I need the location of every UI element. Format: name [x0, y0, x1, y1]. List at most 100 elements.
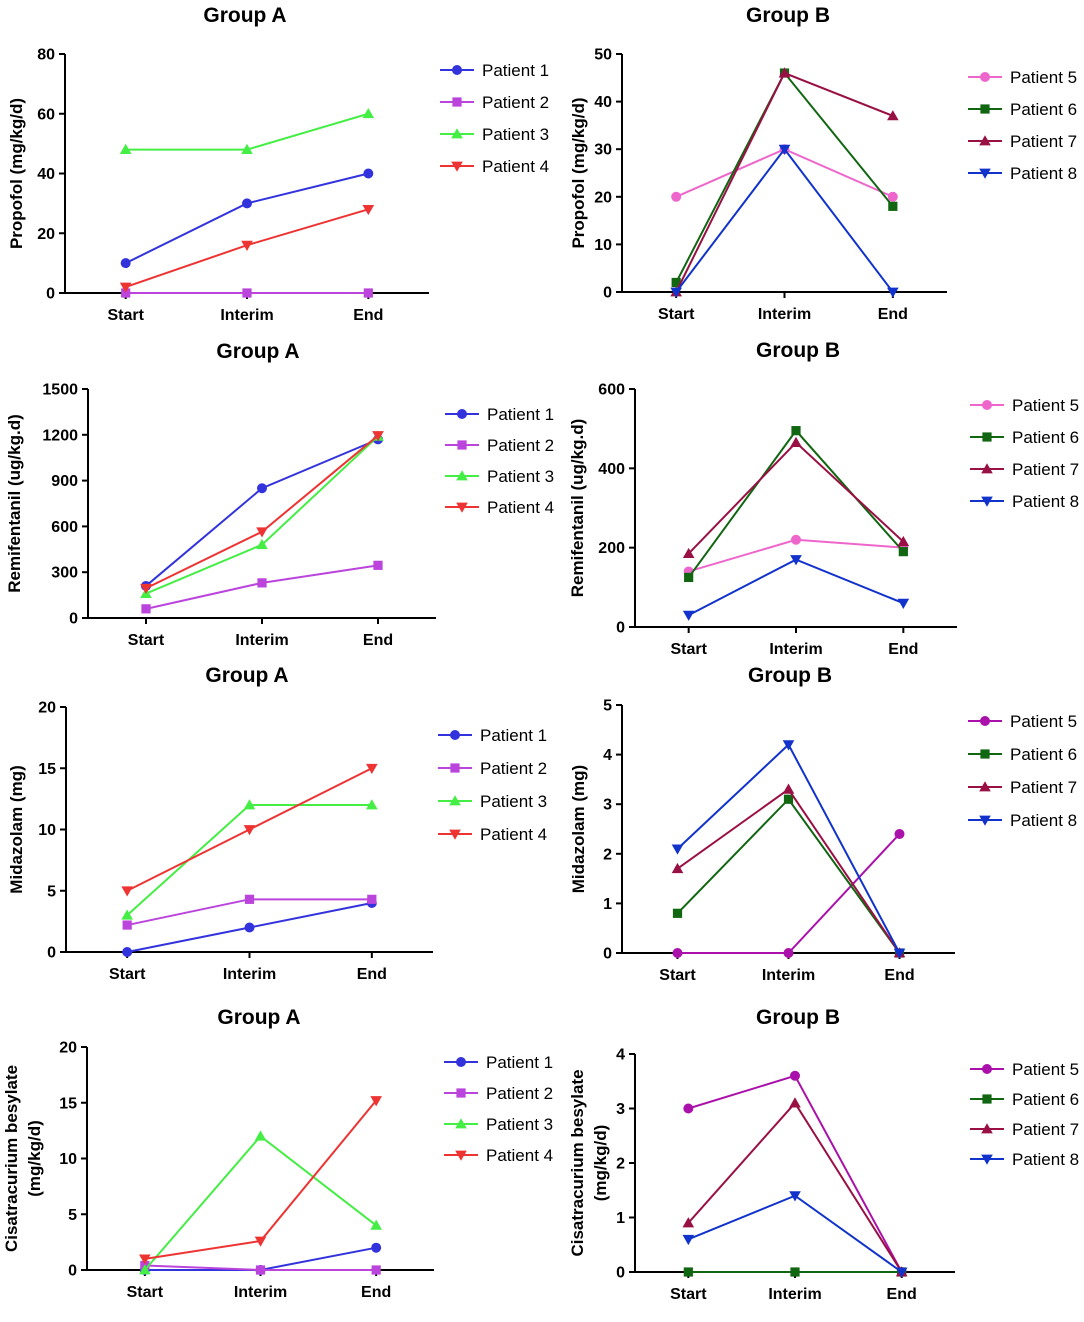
x-tick-label: Interim [762, 967, 815, 984]
data-point-patient-8 [671, 844, 684, 855]
data-point-patient-1 [371, 1242, 382, 1253]
x-tick-label: Start [128, 632, 165, 649]
data-point-patient-5 [671, 191, 682, 202]
legend-marker-patient-4 [455, 1150, 467, 1161]
series-line-patient-5 [677, 833, 901, 954]
legend-marker-patient-5 [980, 72, 990, 82]
y-tick-label: 1 [616, 1210, 625, 1227]
y-tick-label: 50 [594, 47, 612, 64]
y-tick-label: 0 [68, 1263, 77, 1280]
legend-marker-patient-3 [455, 1118, 467, 1129]
legend-label-patient-8: Patient 8 [1010, 811, 1077, 830]
data-point-patient-2 [244, 894, 255, 904]
data-point-patient-7 [789, 1097, 801, 1108]
y-tick-label: 20 [38, 700, 56, 717]
chart-title: Group A [205, 664, 288, 687]
legend-marker-patient-6 [982, 432, 992, 442]
y-tick-label: 2 [603, 846, 612, 863]
legend-marker-patient-8 [981, 1154, 993, 1165]
legend-marker-patient-2 [450, 763, 460, 773]
y-tick-label: 15 [38, 761, 56, 778]
y-tick-label: 20 [594, 189, 612, 206]
data-point-patient-6 [672, 908, 683, 918]
y-tick-label: 600 [51, 519, 78, 536]
data-point-patient-4 [370, 1096, 382, 1107]
data-point-patient-4 [140, 583, 152, 595]
legend-marker-patient-2 [452, 97, 462, 107]
x-tick-label: Interim [768, 1286, 821, 1303]
data-point-patient-5 [887, 191, 898, 202]
legend-label-patient-5: Patient 5 [1010, 68, 1077, 87]
data-point-patient-6 [783, 794, 794, 804]
x-tick-label: Start [670, 641, 707, 658]
data-point-patient-2 [371, 1265, 381, 1275]
data-point-patient-1 [242, 198, 252, 209]
data-point-patient-2 [122, 920, 132, 930]
data-point-patient-4 [119, 282, 132, 293]
data-point-patient-3 [366, 799, 378, 810]
x-tick-label: Interim [769, 641, 822, 658]
chart-title: Group B [748, 664, 832, 687]
x-tick-label: End [361, 1284, 391, 1301]
chart-panel-6: Group B 0 1 2 3 4 5 Start Interim End Midazolam (m… [569, 664, 1077, 984]
series-line-patient-4 [144, 1099, 377, 1260]
legend-marker-patient-4 [451, 161, 463, 172]
y-tick-label: 0 [603, 946, 612, 963]
data-point-patient-8 [682, 610, 695, 621]
data-point-patient-8 [893, 948, 906, 959]
legend-label-patient-2: Patient 2 [480, 759, 547, 778]
y-tick-label: 0 [616, 620, 625, 637]
data-point-patient-2 [363, 288, 373, 298]
data-point-patient-5 [672, 948, 683, 958]
y-tick-label: 30 [594, 142, 612, 159]
y-tick-label: 400 [598, 461, 625, 478]
data-point-patient-6 [684, 572, 694, 583]
y-tick-label: 0 [69, 611, 78, 628]
data-point-patient-2 [255, 1265, 266, 1275]
chart-title: Group B [756, 1006, 840, 1029]
y-axis-label: Remifentanil (ug/kg.d) [5, 414, 24, 593]
data-point-patient-8 [790, 555, 802, 566]
data-point-patient-3 [256, 538, 268, 550]
y-axis-label: Remifentanil (ug/kg.d) [568, 419, 587, 598]
data-point-patient-1 [363, 168, 374, 179]
series-line-patient-4 [145, 434, 379, 590]
chart-title: Group A [217, 1006, 300, 1029]
x-tick-label: End [357, 966, 387, 983]
series-line-patient-5 [675, 148, 894, 198]
x-tick-label: End [363, 632, 393, 649]
x-tick-label: Interim [223, 966, 276, 983]
legend-marker-patient-3 [449, 795, 461, 806]
x-tick-label: End [884, 967, 914, 984]
y-tick-label: 20 [37, 226, 55, 243]
chart-title: Group B [746, 4, 830, 27]
chart-panel-2: Group B 0 10 20 30 40 50 Start Interim End Propofo… [569, 4, 1077, 323]
y-tick-label: 900 [51, 473, 78, 490]
data-point-patient-6 [888, 201, 898, 211]
legend-marker-patient-4 [456, 502, 468, 513]
legend-marker-patient-1 [450, 730, 460, 740]
x-tick-label: Start [659, 967, 696, 984]
data-point-patient-7 [897, 535, 910, 547]
y-axis-label-unit: (mg/kg/d) [591, 1125, 610, 1202]
data-point-patient-7 [790, 436, 802, 447]
data-point-patient-2 [257, 578, 267, 588]
legend-label-patient-2: Patient 2 [487, 436, 554, 455]
legend-label-patient-4: Patient 4 [487, 498, 554, 517]
x-tick-label: End [878, 306, 908, 323]
legend-marker-patient-6 [980, 104, 990, 114]
y-tick-label: 2 [616, 1156, 625, 1173]
legend-label-patient-6: Patient 6 [1012, 1090, 1079, 1109]
data-point-patient-8 [670, 287, 682, 298]
legend-label-patient-5: Patient 5 [1010, 712, 1077, 731]
legend-label-patient-8: Patient 8 [1012, 492, 1079, 511]
data-point-patient-2 [141, 604, 151, 614]
data-point-patient-3 [362, 107, 375, 119]
data-point-patient-8 [682, 1234, 695, 1246]
y-tick-label: 600 [598, 382, 625, 399]
y-tick-label: 40 [594, 94, 612, 111]
data-point-patient-4 [254, 1236, 267, 1247]
y-axis-label: Midazolam (mg) [569, 765, 588, 893]
legend-marker-patient-1 [456, 1057, 466, 1067]
